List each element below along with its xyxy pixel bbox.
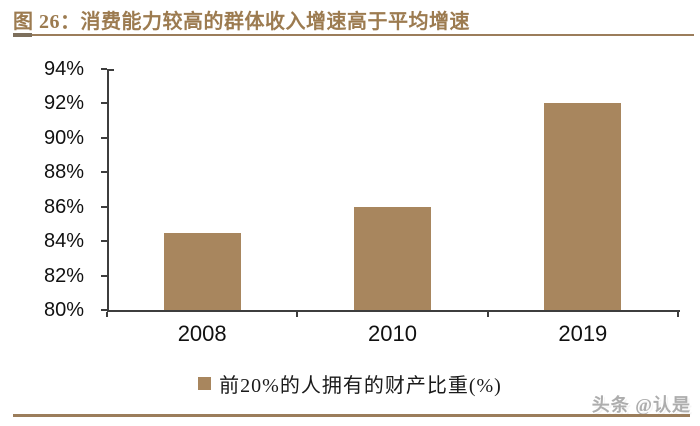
y-tick-label: 90% bbox=[43, 126, 84, 149]
y-axis-line bbox=[107, 69, 109, 310]
bar bbox=[544, 103, 622, 310]
y-tick-mark bbox=[101, 136, 107, 139]
figure-title: 图 26：消费能力较高的群体收入增速高于平均增速 bbox=[13, 11, 470, 33]
x-tick-mark bbox=[677, 312, 679, 317]
x-tick-label: 2010 bbox=[368, 321, 417, 346]
x-tick-mark bbox=[486, 312, 489, 317]
y-tick-label: 92% bbox=[43, 92, 84, 115]
y-tick-label: 88% bbox=[43, 161, 84, 184]
legend-label: 前20%的人拥有的财产比重(%) bbox=[219, 375, 502, 397]
y-tick-mark bbox=[101, 205, 107, 208]
y-axis-top-cap-icon bbox=[107, 69, 114, 71]
y-tick-label: 84% bbox=[43, 230, 84, 253]
x-tick-mark bbox=[106, 312, 108, 317]
y-tick-label: 80% bbox=[43, 299, 84, 321]
x-tick-label: 2008 bbox=[177, 321, 227, 346]
bar bbox=[354, 206, 431, 310]
y-tick-mark bbox=[101, 68, 107, 70]
y-tick-mark bbox=[101, 240, 107, 243]
watermark: 头条 @认是 bbox=[591, 395, 691, 415]
y-tick-mark bbox=[101, 171, 107, 174]
y-tick-label: 94% bbox=[43, 58, 84, 80]
legend-swatch bbox=[198, 377, 212, 390]
header-rule-accent bbox=[13, 33, 32, 37]
y-tick-mark bbox=[101, 274, 107, 277]
y-tick-label: 82% bbox=[43, 264, 84, 287]
footer-rule bbox=[13, 414, 690, 417]
header-rule bbox=[13, 34, 694, 36]
x-axis-line bbox=[107, 310, 680, 312]
x-tick-mark bbox=[296, 312, 299, 317]
y-tick-mark bbox=[101, 102, 107, 105]
bar bbox=[163, 232, 241, 310]
y-tick-mark bbox=[101, 309, 107, 311]
y-tick-label: 86% bbox=[43, 195, 84, 218]
chart-legend: 前20%的人拥有的财产比重(%) bbox=[0, 369, 700, 398]
x-tick-label: 2019 bbox=[558, 321, 608, 346]
